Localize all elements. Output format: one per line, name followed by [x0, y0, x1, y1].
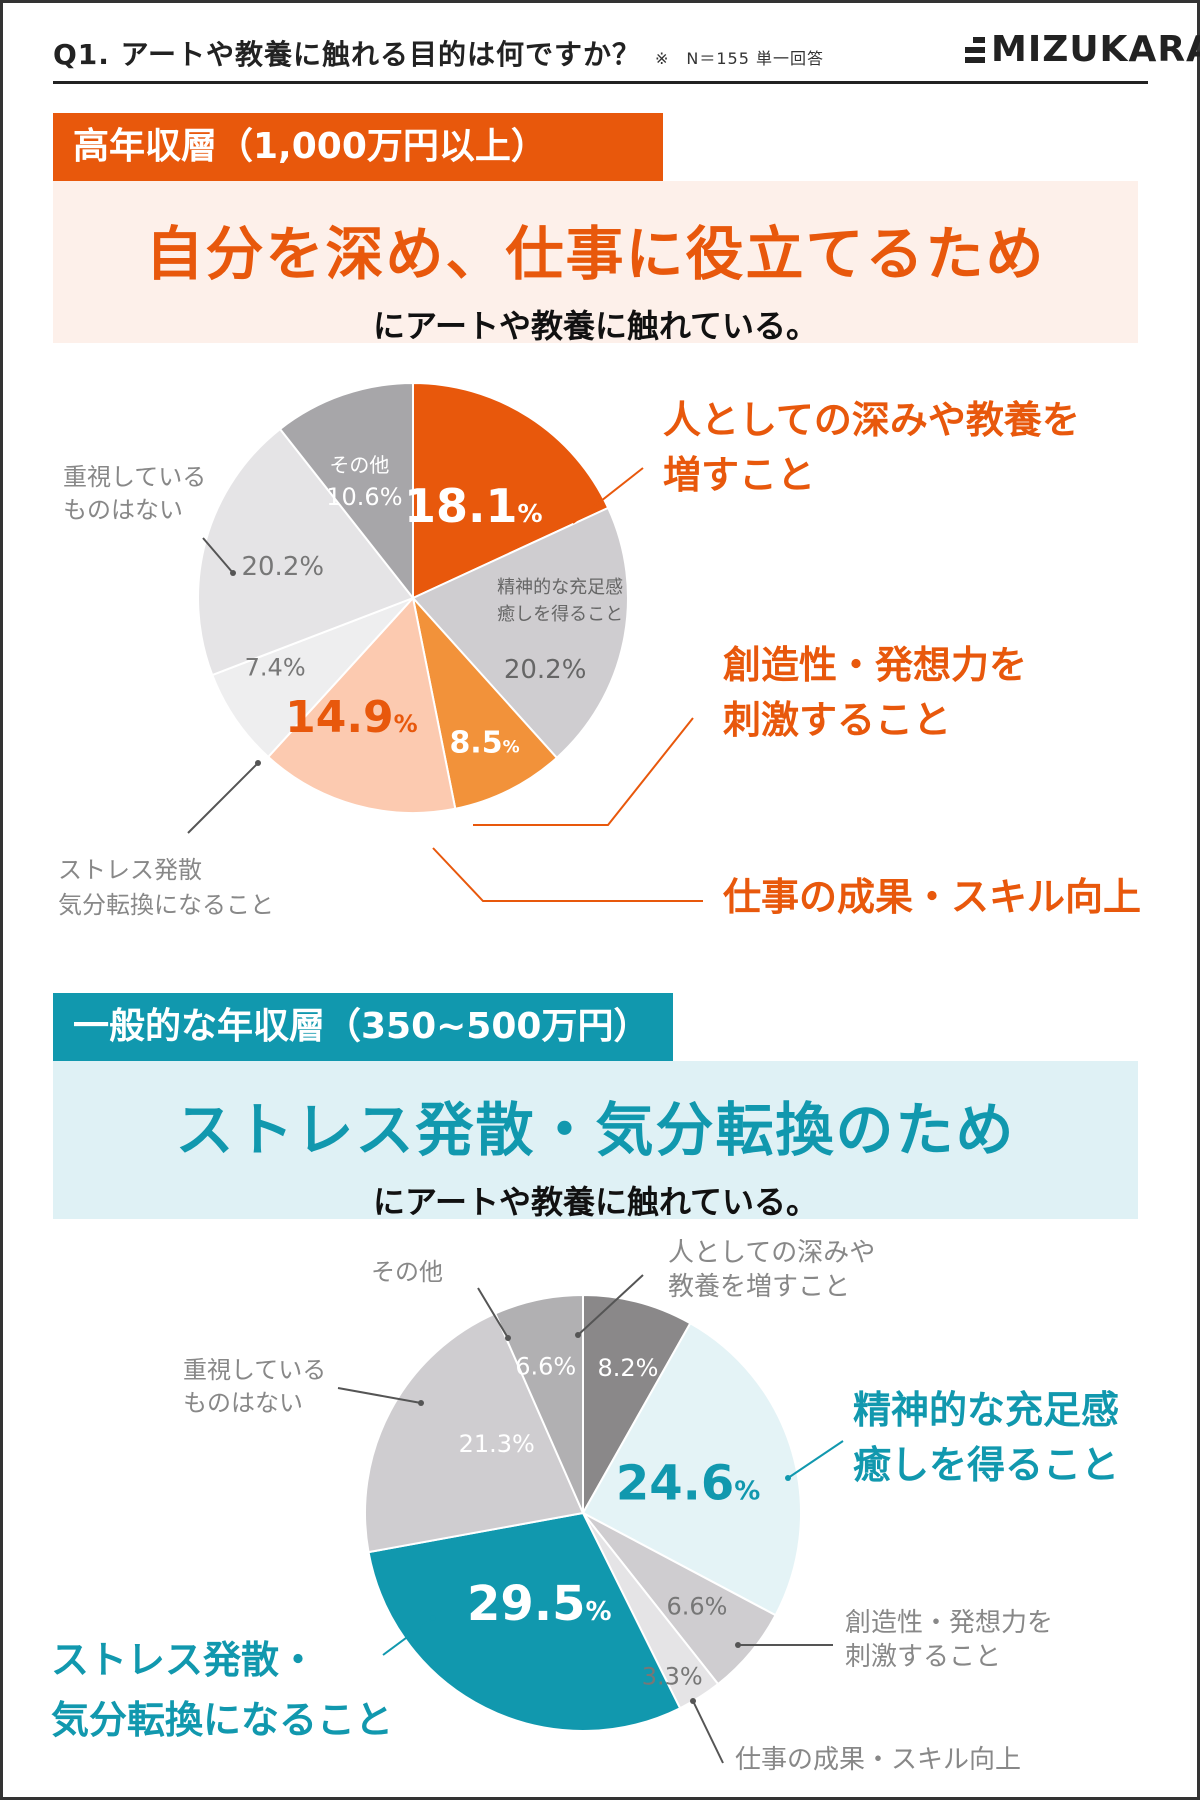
- callout-label: 教養を増すこと: [668, 1272, 850, 1302]
- leader-line: [382, 1617, 434, 1656]
- callout-label: 刺激すること: [723, 698, 951, 742]
- pie-slice: [581, 1321, 802, 1617]
- callout-label: 創造性・発想力を: [723, 643, 1027, 687]
- callout-label: 人としての深みや: [668, 1238, 875, 1268]
- slice-value-label: 8.2%: [597, 1354, 658, 1382]
- leader-line: [577, 1274, 644, 1336]
- slice-value-label: 20.2%: [241, 552, 324, 582]
- slice-value-label: 29.5%: [467, 1576, 612, 1632]
- slice-value-label: 18.1%: [404, 479, 543, 533]
- sample-note: ※ N＝155 単一回答: [655, 49, 825, 68]
- leader-dot: [505, 1335, 511, 1341]
- callout-label: 重視している: [183, 1356, 326, 1384]
- section2-headline: ストレス発散・気分転換のため: [175, 1096, 1016, 1164]
- header-divider: [53, 81, 1148, 84]
- leader-dot: [785, 1475, 791, 1481]
- leader-line: [787, 1440, 844, 1479]
- pie-slice: [364, 1312, 585, 1554]
- logo-mark-icon: [965, 33, 985, 67]
- callout-label: 精神的な充足感: [853, 1388, 1119, 1432]
- slice-value-label: 3.3%: [642, 1663, 703, 1691]
- leader-dot: [418, 1400, 424, 1406]
- leader-line: [187, 762, 259, 834]
- section1-tag: 高年収層（1,000万円以上）: [53, 113, 663, 181]
- leader-dot: [575, 1332, 581, 1338]
- leader-line: [337, 1387, 422, 1404]
- callout-label: ものはない: [183, 1389, 303, 1417]
- pie-slice: [210, 597, 414, 759]
- pie-chart-high-income: 18.1% 20.2% 8.5% 14.9% 7.4% 20.2% 10.6% その他精神的な…: [58, 381, 1141, 919]
- callout-label: その他: [371, 1258, 443, 1286]
- callout-label: 気分転換になること: [58, 891, 274, 919]
- question-title: Q1. アートや教養に触れる目的は何ですか？ ※ N＝155 単一回答: [53, 33, 824, 73]
- section1-subline: にアートや教養に触れている。: [372, 307, 819, 345]
- slice-value-label: 8.5%: [449, 725, 519, 760]
- callout-label: 仕事の成果・スキル向上: [723, 875, 1141, 919]
- pie-slice: [411, 594, 559, 810]
- callout-label: ストレス発散: [58, 856, 202, 884]
- pie-slice: [582, 1293, 692, 1517]
- pie-slice: [493, 1293, 584, 1514]
- pie-slice: [411, 506, 629, 760]
- pie-slice: [412, 381, 610, 600]
- pie-chart-general-income: 8.2% 24.6% 6.6% 3.3% 29.5% 21.3% 6.6% 人としての深みや教…: [51, 1238, 1119, 1775]
- callout-label: 仕事の成果・スキル向上: [735, 1745, 1021, 1775]
- callout-label: ストレス発散・: [51, 1638, 317, 1682]
- slice-value-label: 21.3%: [459, 1430, 535, 1458]
- slice-value-label: 20.2%: [504, 655, 587, 685]
- pie-slice: [266, 595, 457, 814]
- leader-line: [432, 847, 703, 902]
- leader-dot: [690, 1698, 696, 1704]
- leader-dot: [430, 1615, 436, 1621]
- section1-summary: 自分を深め、仕事に役立てるため にアートや教養に触れている。: [53, 181, 1138, 345]
- leader-line: [477, 1287, 509, 1339]
- leader-dot: [230, 570, 236, 576]
- callout-label: 気分転換になること: [51, 1698, 393, 1742]
- slice-category-label: その他: [329, 453, 389, 477]
- section2-subline: にアートや教養に触れている。: [372, 1183, 819, 1221]
- callout-label: 癒しを得ること: [853, 1443, 1119, 1487]
- leader-line: [473, 717, 694, 826]
- leader-line: [202, 537, 234, 574]
- callout-label: 増すこと: [663, 453, 815, 497]
- section1-headline: 自分を深め、仕事に役立てるため: [145, 220, 1046, 288]
- slice-value-label: 10.6%: [326, 483, 402, 511]
- logo-text: MIZUKARA: [991, 29, 1200, 70]
- slice-value-label: 7.4%: [245, 653, 306, 681]
- leader-line: [572, 467, 644, 524]
- slice-value-label: 6.6%: [666, 1593, 727, 1621]
- leader-line: [692, 1700, 724, 1764]
- section2-tag: 一般的な年収層（350~500万円）: [53, 993, 673, 1061]
- brand-logo: MIZUKARA: [965, 29, 1200, 70]
- slice-value-label: 6.6%: [515, 1352, 576, 1380]
- slice-value-label: 24.6%: [616, 1455, 761, 1511]
- leader-dot: [255, 760, 261, 766]
- question-text: Q1. アートや教養に触れる目的は何ですか？: [53, 38, 641, 71]
- slice-category-label: 癒しを得ること: [497, 604, 623, 625]
- slice-value-label: 14.9%: [285, 692, 418, 743]
- callout-label: 創造性・発想力を: [845, 1608, 1053, 1638]
- leader-dot: [735, 1642, 741, 1648]
- callout-label: 人としての深みや教養を: [663, 398, 1080, 442]
- pie-slice: [278, 381, 414, 601]
- callout-label: ものはない: [63, 496, 183, 524]
- callout-label: 刺激すること: [845, 1642, 1001, 1672]
- callout-label: 重視している: [63, 463, 206, 491]
- section2-summary: ストレス発散・気分転換のため にアートや教養に触れている。: [53, 1061, 1138, 1221]
- pie-slice: [367, 1511, 682, 1732]
- slice-category-label: 精神的な充足感: [497, 577, 623, 598]
